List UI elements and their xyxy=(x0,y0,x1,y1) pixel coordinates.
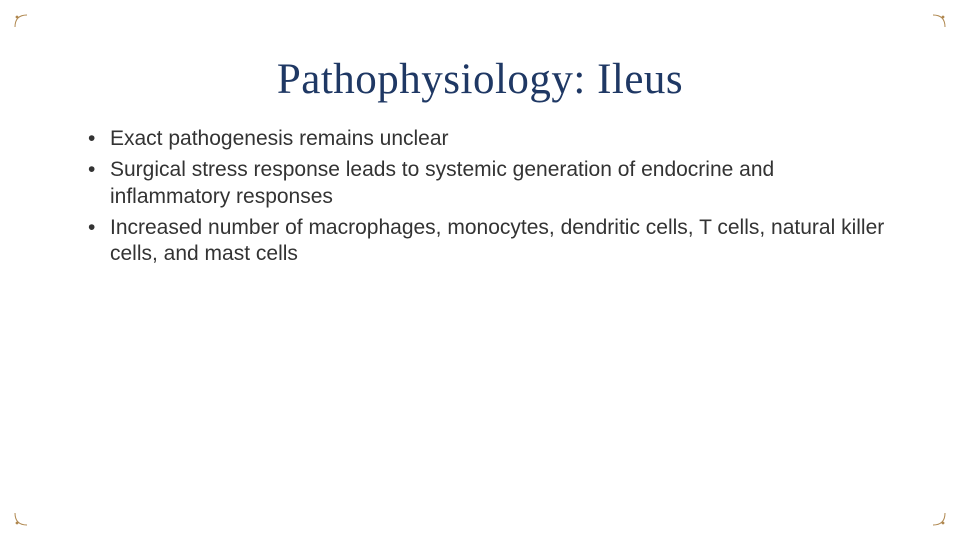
slide-container: Pathophysiology: Ileus Exact pathogenesi… xyxy=(0,0,960,540)
list-item: Surgical stress response leads to system… xyxy=(88,157,890,210)
corner-ornament-icon xyxy=(932,512,946,526)
bullet-list: Exact pathogenesis remains unclear Surgi… xyxy=(70,126,890,267)
corner-ornament-icon xyxy=(14,512,28,526)
corner-ornament-icon xyxy=(932,14,946,28)
corner-ornament-icon xyxy=(14,14,28,28)
list-item: Exact pathogenesis remains unclear xyxy=(88,126,890,152)
list-item: Increased number of macrophages, monocyt… xyxy=(88,215,890,268)
slide-title: Pathophysiology: Ileus xyxy=(70,55,890,104)
